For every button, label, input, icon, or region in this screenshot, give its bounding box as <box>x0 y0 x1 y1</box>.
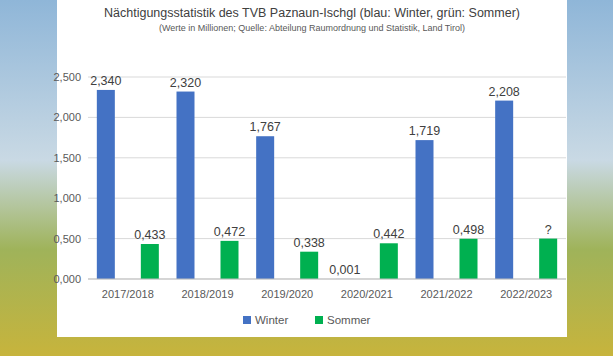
y-tick-label: 0,500 <box>53 233 81 245</box>
data-label: 2,340 <box>90 74 121 88</box>
y-tick-label: 2,000 <box>53 111 81 123</box>
data-labels: 2,340 2,320 1,767 0,001 1,719 2,208 0,433 0,472… <box>90 74 551 277</box>
bar <box>256 136 274 279</box>
bar <box>177 92 195 279</box>
data-label: 2,320 <box>170 76 201 90</box>
bar <box>460 239 478 279</box>
data-label: 1,719 <box>409 124 440 138</box>
data-label: 0,338 <box>294 236 325 250</box>
bar <box>416 140 434 279</box>
x-tick-label: 2020/2021 <box>341 288 393 300</box>
y-tick-label: 2,500 <box>53 71 81 83</box>
x-tick-label: 2017/2018 <box>102 288 154 300</box>
bar <box>495 101 513 279</box>
y-tick-label: 0,000 <box>53 273 81 285</box>
legend-entry: Winter <box>243 314 288 326</box>
data-label: 1,767 <box>250 120 281 134</box>
bars <box>97 90 557 279</box>
data-label: 0,001 <box>329 263 360 277</box>
legend-label: Winter <box>255 314 288 326</box>
legend-entry: Sommer <box>315 314 371 326</box>
y-tick-label: 1,500 <box>53 152 81 164</box>
grid-line <box>88 157 566 158</box>
legend-swatch <box>243 316 251 324</box>
title: Nächtigungsstatistik des TVB Paznaun-Isc… <box>104 6 520 20</box>
x-tick-label: 2021/2022 <box>421 288 473 300</box>
grid-line <box>88 117 566 118</box>
grid-line <box>88 279 566 280</box>
bar <box>97 90 115 279</box>
chart: Nächtigungsstatistik des TVB Paznaun-Isc… <box>0 0 613 356</box>
grid-line <box>88 198 566 199</box>
grid-line <box>88 77 566 78</box>
data-label: 0,442 <box>373 227 404 241</box>
data-label: 2,208 <box>489 85 520 99</box>
background <box>0 0 613 356</box>
bar <box>221 241 239 279</box>
y-tick-label: 1,000 <box>53 192 81 204</box>
legend-label: Sommer <box>327 314 371 326</box>
legend-swatch <box>315 316 323 324</box>
bar <box>300 252 318 279</box>
x-axis <box>88 279 566 280</box>
data-label: 0,498 <box>453 223 484 237</box>
data-label: ? <box>545 223 552 237</box>
data-label: 0,472 <box>214 225 245 239</box>
x-tick-label: 2019/2020 <box>261 288 313 300</box>
data-label: 0,433 <box>134 228 165 242</box>
x-tick-label: 2022/2023 <box>500 288 552 300</box>
bar <box>141 244 159 279</box>
x-tick-label: 2018/2019 <box>182 288 234 300</box>
subtitle: (Werte in Millionen; Quelle: Abteilung R… <box>159 23 465 33</box>
bar <box>539 239 557 279</box>
chart-panel <box>57 0 567 337</box>
bar <box>380 243 398 279</box>
